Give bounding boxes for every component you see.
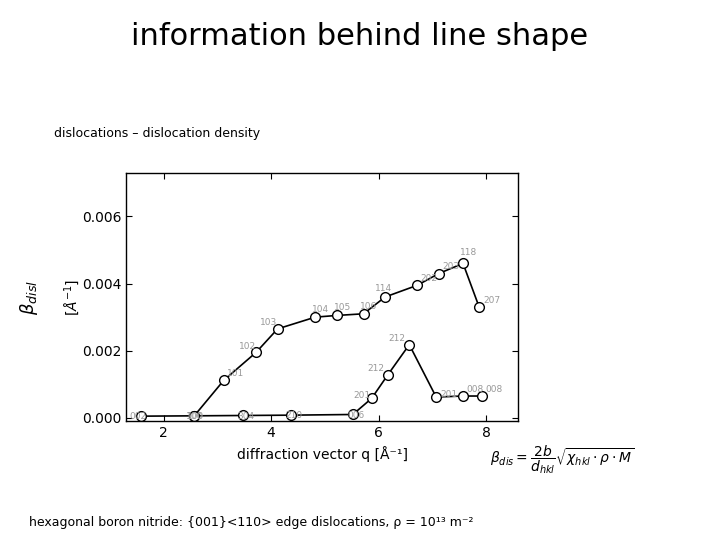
Text: $\beta_{dis} = \dfrac{2b}{d_{hkl}}\sqrt{\chi_{hkl} \cdot \rho \cdot M}$: $\beta_{dis} = \dfrac{2b}{d_{hkl}}\sqrt{… (490, 443, 634, 476)
Text: 105: 105 (333, 303, 351, 312)
Text: $[\AA^{-1}]$: $[\AA^{-1}]$ (62, 278, 82, 316)
Text: 203: 203 (442, 262, 459, 272)
Text: hexagonal boron nitride: {001}<110> edge dislocations, ρ = 10¹³ m⁻²: hexagonal boron nitride: {001}<110> edge… (29, 516, 473, 529)
Text: 006: 006 (348, 410, 365, 420)
Text: 104: 104 (312, 305, 329, 314)
Text: 201: 201 (440, 390, 457, 399)
Text: 114: 114 (375, 284, 392, 293)
Text: 210: 210 (286, 411, 303, 420)
Text: 008: 008 (467, 386, 484, 394)
Text: 100: 100 (187, 412, 204, 421)
Text: 207: 207 (483, 296, 500, 306)
Text: 101: 101 (227, 369, 244, 378)
Text: 212: 212 (389, 334, 406, 343)
Text: information behind line shape: information behind line shape (132, 22, 588, 51)
Text: 201: 201 (354, 392, 371, 400)
Text: 102: 102 (239, 342, 256, 350)
X-axis label: diffraction vector q [Å⁻¹]: diffraction vector q [Å⁻¹] (237, 446, 408, 462)
Text: 103: 103 (261, 318, 278, 327)
Text: 118: 118 (460, 248, 477, 258)
Text: dislocations – dislocation density: dislocations – dislocation density (54, 127, 260, 140)
Text: 304: 304 (238, 411, 254, 421)
Text: 008: 008 (485, 386, 503, 394)
Text: 106: 106 (361, 302, 377, 311)
Text: 212: 212 (367, 364, 384, 373)
Text: 002: 002 (130, 412, 147, 421)
Text: $\beta_{disl}$: $\beta_{disl}$ (18, 280, 40, 314)
Text: 202: 202 (420, 274, 438, 284)
Text: 100: 100 (186, 411, 204, 421)
